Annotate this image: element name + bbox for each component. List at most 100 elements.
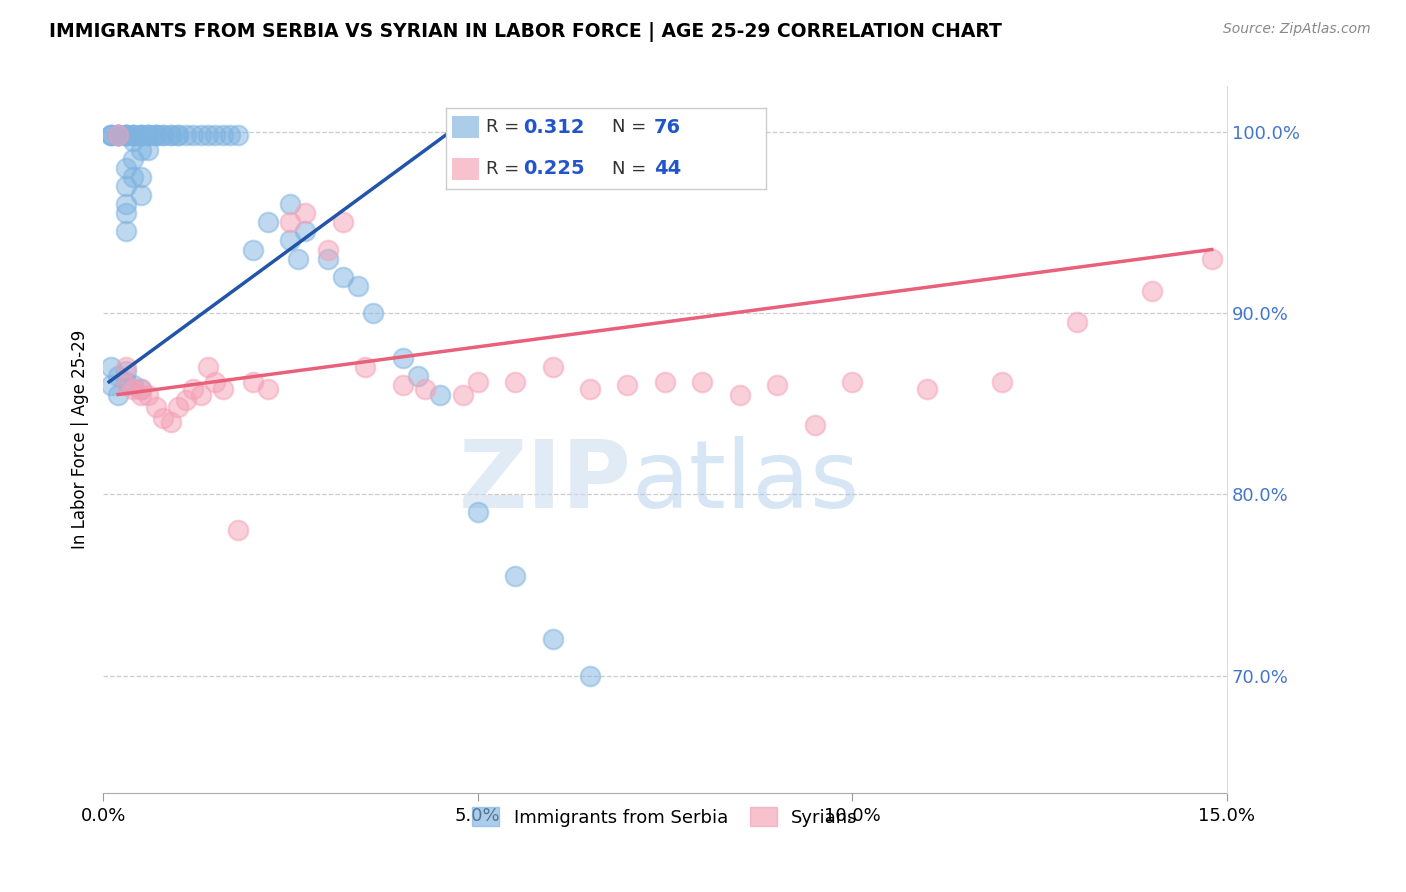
Text: Source: ZipAtlas.com: Source: ZipAtlas.com <box>1223 22 1371 37</box>
Point <box>242 375 264 389</box>
Point <box>1201 252 1223 266</box>
Point <box>915 382 938 396</box>
Point <box>152 128 174 143</box>
Point <box>257 382 280 396</box>
Point <box>100 360 122 375</box>
Point <box>114 128 136 143</box>
Point <box>219 128 242 143</box>
Point <box>294 206 316 220</box>
Point <box>114 375 136 389</box>
Y-axis label: In Labor Force | Age 25-29: In Labor Force | Age 25-29 <box>72 330 89 549</box>
Point <box>136 128 159 143</box>
Point <box>766 378 789 392</box>
Point <box>107 369 129 384</box>
Point <box>242 243 264 257</box>
Point <box>107 128 129 143</box>
Point <box>129 143 152 157</box>
Point <box>503 569 526 583</box>
Point <box>413 382 436 396</box>
Point <box>107 128 129 143</box>
Point <box>107 128 129 143</box>
Point <box>152 411 174 425</box>
Point <box>129 169 152 184</box>
Point <box>107 128 129 143</box>
Point <box>287 252 309 266</box>
Point <box>226 128 249 143</box>
Point <box>579 668 602 682</box>
Point <box>197 128 219 143</box>
Point <box>145 128 167 143</box>
Point <box>1140 284 1163 298</box>
Point <box>204 375 226 389</box>
Point <box>841 375 863 389</box>
Point <box>294 224 316 238</box>
Point <box>122 128 145 143</box>
Point <box>280 215 302 229</box>
Point <box>122 128 145 143</box>
Point <box>391 351 413 366</box>
Point <box>503 375 526 389</box>
Point <box>114 360 136 375</box>
Point <box>280 234 302 248</box>
Text: IMMIGRANTS FROM SERBIA VS SYRIAN IN LABOR FORCE | AGE 25-29 CORRELATION CHART: IMMIGRANTS FROM SERBIA VS SYRIAN IN LABO… <box>49 22 1002 42</box>
Point <box>174 392 197 407</box>
Point <box>190 128 212 143</box>
Point <box>991 375 1014 389</box>
Point <box>429 387 451 401</box>
Point <box>332 269 354 284</box>
Point <box>212 128 235 143</box>
Point <box>129 382 152 396</box>
Point <box>579 382 602 396</box>
Point <box>100 128 122 143</box>
Point <box>129 188 152 202</box>
Point <box>129 387 152 401</box>
Point <box>107 128 129 143</box>
Point <box>136 143 159 157</box>
Point <box>136 128 159 143</box>
Point <box>1066 315 1088 329</box>
Point <box>167 128 190 143</box>
Point <box>226 524 249 538</box>
Point <box>167 128 190 143</box>
Point <box>114 364 136 378</box>
Point <box>136 128 159 143</box>
Point <box>728 387 751 401</box>
Point <box>451 387 474 401</box>
Point <box>129 128 152 143</box>
Point <box>136 387 159 401</box>
Point <box>159 128 181 143</box>
Point <box>190 387 212 401</box>
Point <box>122 378 145 392</box>
Point <box>616 378 638 392</box>
Point <box>346 278 368 293</box>
Point <box>100 128 122 143</box>
Point <box>316 252 339 266</box>
Point <box>391 378 413 392</box>
Point <box>114 128 136 143</box>
Text: ZIP: ZIP <box>458 436 631 528</box>
Point <box>107 128 129 143</box>
Point <box>692 375 714 389</box>
Point <box>159 128 181 143</box>
Point <box>257 215 280 229</box>
Point <box>114 128 136 143</box>
Point <box>174 128 197 143</box>
Point <box>354 360 377 375</box>
Point <box>406 369 429 384</box>
Point <box>145 128 167 143</box>
Point <box>114 378 136 392</box>
Point <box>114 128 136 143</box>
Point <box>100 378 122 392</box>
Point <box>129 382 152 396</box>
Point <box>122 169 145 184</box>
Point <box>129 128 152 143</box>
Point <box>181 128 204 143</box>
Point <box>152 128 174 143</box>
Point <box>122 382 145 396</box>
Point <box>122 134 145 148</box>
Point <box>803 418 825 433</box>
Point <box>100 128 122 143</box>
Point <box>159 415 181 429</box>
Point <box>114 161 136 175</box>
Point <box>145 401 167 415</box>
